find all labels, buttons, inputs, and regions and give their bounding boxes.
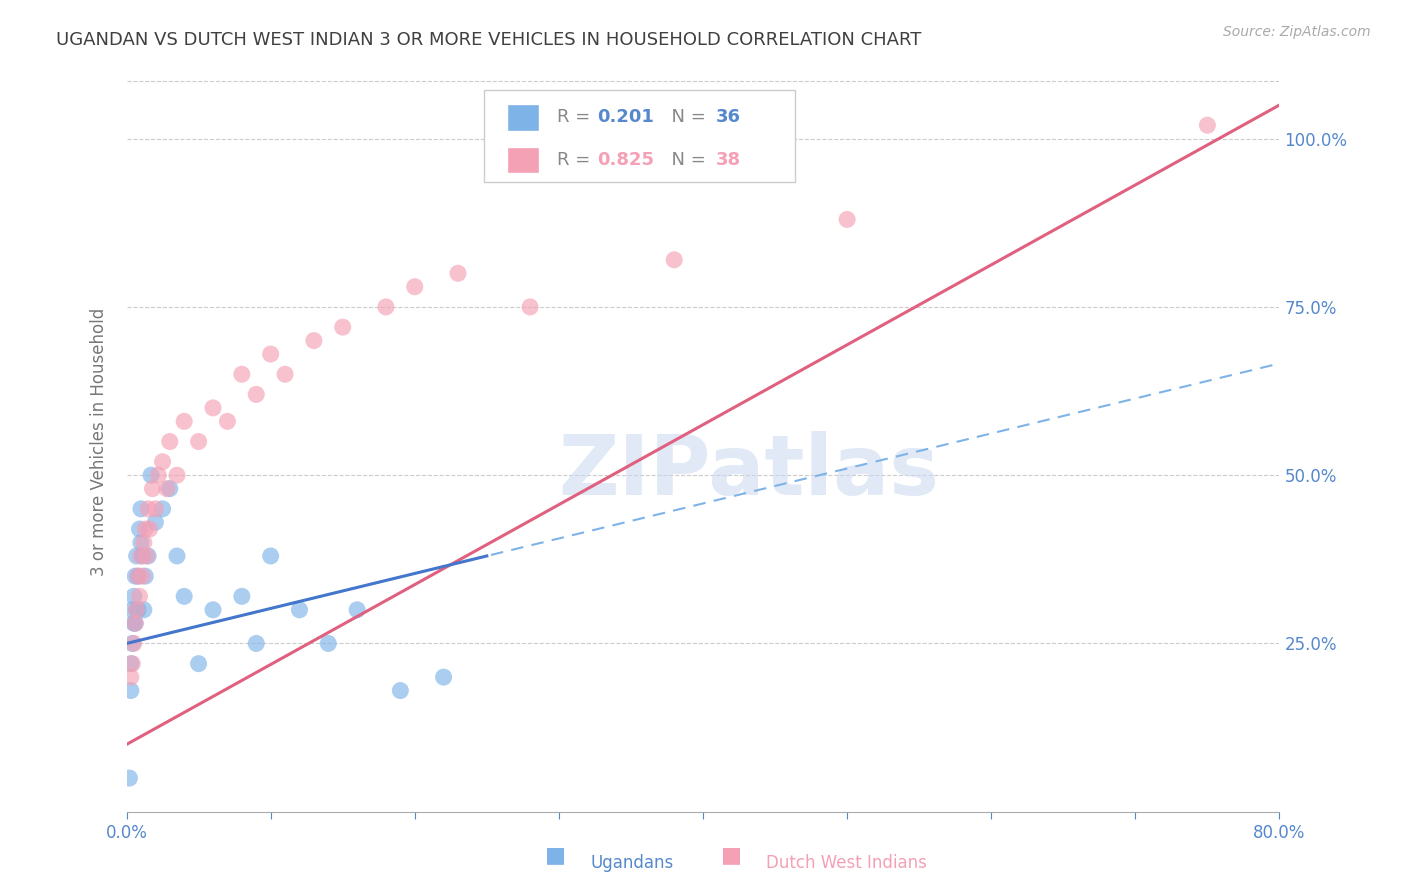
- Point: [664, 252, 686, 267]
- Point: [145, 516, 166, 530]
- Point: [139, 468, 162, 483]
- Point: [129, 535, 152, 549]
- Point: [127, 569, 149, 583]
- Point: [217, 414, 239, 428]
- Point: [202, 603, 225, 617]
- Point: [173, 590, 195, 604]
- Point: [136, 549, 159, 563]
- Point: [120, 683, 142, 698]
- Y-axis label: 3 or more Vehicles in Household: 3 or more Vehicles in Household: [90, 308, 108, 575]
- Point: [318, 636, 340, 650]
- Point: [125, 603, 148, 617]
- Point: [447, 266, 470, 280]
- Point: [127, 603, 149, 617]
- Point: [125, 549, 148, 563]
- Point: [121, 603, 143, 617]
- Point: [128, 522, 150, 536]
- Text: 0.825: 0.825: [598, 151, 654, 169]
- Text: ■: ■: [546, 846, 565, 865]
- Point: [404, 279, 426, 293]
- Point: [332, 320, 354, 334]
- Point: [159, 434, 181, 449]
- Text: Dutch West Indians: Dutch West Indians: [766, 855, 927, 872]
- Point: [132, 603, 155, 617]
- Point: [152, 455, 174, 469]
- Point: [145, 501, 166, 516]
- Point: [346, 603, 368, 617]
- Point: [274, 368, 297, 382]
- Point: [519, 300, 541, 314]
- Point: [134, 569, 156, 583]
- Point: [120, 657, 142, 671]
- Text: 36: 36: [716, 109, 741, 127]
- Point: [124, 569, 146, 583]
- Point: [389, 683, 412, 698]
- FancyBboxPatch shape: [484, 90, 796, 183]
- Point: [302, 334, 325, 348]
- Point: [152, 501, 174, 516]
- FancyBboxPatch shape: [508, 146, 540, 173]
- Text: R =: R =: [557, 109, 596, 127]
- Point: [259, 549, 281, 563]
- Point: [124, 616, 146, 631]
- Point: [125, 603, 148, 617]
- Point: [131, 569, 153, 583]
- Point: [122, 636, 145, 650]
- Point: [127, 569, 149, 583]
- Point: [118, 771, 141, 785]
- Point: [129, 549, 152, 563]
- Point: [202, 401, 225, 415]
- Text: 0.201: 0.201: [598, 109, 654, 127]
- Point: [156, 482, 179, 496]
- Point: [187, 434, 209, 449]
- Point: [159, 482, 181, 496]
- FancyBboxPatch shape: [508, 104, 540, 131]
- Point: [231, 368, 253, 382]
- Point: [124, 616, 146, 631]
- Point: [134, 522, 156, 536]
- Point: [131, 549, 153, 563]
- Point: [835, 212, 858, 227]
- Point: [259, 347, 281, 361]
- Point: [138, 522, 160, 536]
- Point: [128, 590, 150, 604]
- Point: [141, 482, 163, 496]
- Text: 38: 38: [716, 151, 741, 169]
- Text: ZIPatlas: ZIPatlas: [558, 431, 939, 512]
- Point: [136, 501, 159, 516]
- Point: [129, 501, 152, 516]
- Point: [122, 616, 145, 631]
- Text: N =: N =: [661, 109, 711, 127]
- Text: N =: N =: [661, 151, 711, 169]
- Point: [120, 670, 142, 684]
- Point: [433, 670, 456, 684]
- Text: ■: ■: [721, 846, 741, 865]
- Text: UGANDAN VS DUTCH WEST INDIAN 3 OR MORE VEHICLES IN HOUSEHOLD CORRELATION CHART: UGANDAN VS DUTCH WEST INDIAN 3 OR MORE V…: [56, 31, 921, 49]
- Text: R =: R =: [557, 151, 596, 169]
- Point: [288, 603, 311, 617]
- Point: [1197, 118, 1219, 132]
- Point: [122, 590, 145, 604]
- Point: [121, 636, 143, 650]
- Point: [148, 468, 170, 483]
- Point: [121, 657, 143, 671]
- Text: Source: ZipAtlas.com: Source: ZipAtlas.com: [1223, 25, 1371, 39]
- Text: Ugandans: Ugandans: [591, 855, 673, 872]
- Point: [245, 636, 267, 650]
- Point: [173, 414, 195, 428]
- Point: [166, 468, 188, 483]
- Point: [132, 535, 155, 549]
- Point: [245, 387, 267, 401]
- Point: [187, 657, 209, 671]
- Point: [231, 590, 253, 604]
- Point: [374, 300, 398, 314]
- Point: [135, 549, 157, 563]
- Point: [166, 549, 188, 563]
